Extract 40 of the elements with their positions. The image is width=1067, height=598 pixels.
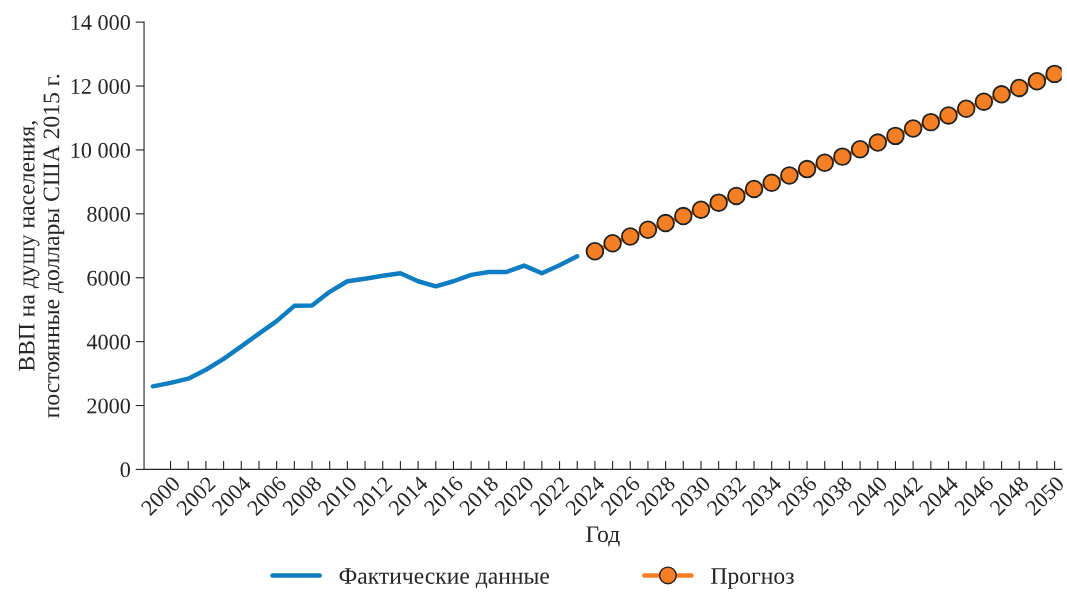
y-tick-label: 0 xyxy=(120,462,130,478)
legend-label: Фактические данные xyxy=(339,568,550,589)
point xyxy=(656,213,675,233)
y-tick-label: 4000 xyxy=(86,334,130,350)
point xyxy=(727,186,746,206)
point xyxy=(886,126,905,146)
point xyxy=(709,193,728,212)
point xyxy=(1009,78,1029,98)
y-tick-label: 12 000 xyxy=(71,78,130,94)
line-series xyxy=(150,254,580,389)
point xyxy=(797,159,817,179)
point xyxy=(603,233,622,253)
point xyxy=(833,147,852,166)
point xyxy=(815,153,834,172)
y-tick-label: 10 000 xyxy=(71,142,130,158)
point xyxy=(939,106,958,125)
y-tick-label: 6000 xyxy=(87,270,130,286)
point xyxy=(992,85,1011,104)
point xyxy=(903,119,923,138)
legend-label: Прогноз xyxy=(711,568,794,589)
point xyxy=(674,206,693,226)
y-tick-label: 14 000 xyxy=(71,15,130,31)
point xyxy=(691,200,711,219)
point xyxy=(585,241,605,261)
point xyxy=(744,179,764,199)
point xyxy=(956,99,976,118)
point xyxy=(1045,64,1062,84)
point xyxy=(921,112,941,132)
point xyxy=(868,133,888,152)
point xyxy=(762,173,781,193)
point xyxy=(638,220,658,240)
y-axis-title: ВВП на душу населения, постоянные доллары США 2015 г. xyxy=(18,74,65,418)
point xyxy=(850,140,870,159)
y-tick-label: 2000 xyxy=(87,398,130,414)
point xyxy=(974,92,994,111)
point xyxy=(780,166,799,185)
x-axis-title: Год xyxy=(586,526,620,547)
point xyxy=(621,227,640,246)
point xyxy=(1027,71,1047,91)
y-tick-label: 8000 xyxy=(87,206,130,222)
